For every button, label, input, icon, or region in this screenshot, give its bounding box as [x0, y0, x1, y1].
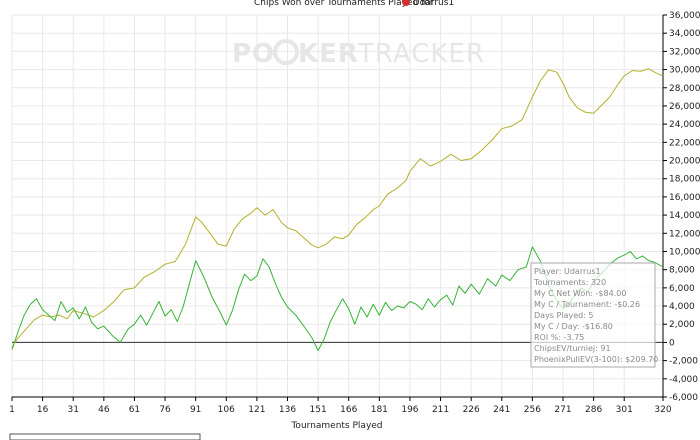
chart-title-group: Chips Won over Tournaments Played for Ud…	[254, 0, 454, 8]
tooltip-lines: Player: Udarrus1 Tournaments: 320 My C Net…	[533, 267, 658, 364]
y-tick-label: -6,000	[669, 393, 698, 403]
y-tick-label: 12,000	[669, 229, 700, 239]
watermark-part2: KER	[298, 39, 359, 69]
x-tick-label: 136	[279, 405, 296, 415]
x-tick-label: 241	[493, 405, 510, 415]
tooltip-line: My C Net Won: -$84.00	[534, 289, 626, 298]
y-tick-label: 18,000	[669, 175, 700, 185]
y-tick-label: 4,000	[669, 302, 695, 312]
y-tick-label: 2,000	[669, 320, 695, 330]
x-tick-labels: 1 16 31 46 61 76 91 106 121 136 151 166 181 196 211 226…	[9, 405, 672, 415]
x-tick-label: 76	[159, 405, 171, 415]
x-tick-label: 211	[432, 405, 449, 415]
y-tick-label: 14,000	[669, 211, 700, 221]
tooltip-line: Player: Udarrus1	[534, 267, 601, 276]
x-tick-label: 196	[401, 405, 418, 415]
y-tick-labels: -6,000 -4,000 -2,000 0 2,000 4,000 6,000 8,000 1…	[669, 11, 700, 403]
watermark: PO KER TRACKER	[232, 39, 485, 69]
tooltip-line: ROI %: -3.75	[534, 333, 584, 342]
x-tick-label: 271	[554, 405, 571, 415]
x-axis-label: Tournaments Played	[290, 421, 382, 431]
x-tick-label: 166	[340, 405, 357, 415]
x-tick-label: 46	[98, 405, 110, 415]
y-tick-label: 16,000	[669, 193, 700, 203]
x-tick-label: 106	[218, 405, 235, 415]
y-tick-label: 34,000	[669, 29, 700, 39]
y-tick-label: 32,000	[669, 47, 700, 57]
y-tick-label: 26,000	[669, 102, 700, 112]
x-tick-label: 91	[190, 405, 201, 415]
y-tick-label: 6,000	[669, 284, 695, 294]
x-tick-label: 286	[585, 405, 602, 415]
watermark-chip-icon	[273, 39, 299, 65]
x-tick-label: 226	[463, 405, 480, 415]
tooltip-line: My C / Day: -$16.80	[534, 322, 613, 331]
y-tick-label: 10,000	[669, 247, 700, 257]
x-tick-label: 151	[310, 405, 327, 415]
x-tick-label: 1	[9, 405, 15, 415]
chart-title-player: Udarrus1	[413, 0, 454, 8]
bottom-panel-edge	[9, 433, 201, 440]
y-tick-label: 20,000	[669, 157, 700, 167]
x-tick-label: 181	[371, 405, 388, 415]
tooltip-line: Tournaments: 320	[533, 278, 606, 287]
x-tick-label: 61	[129, 405, 140, 415]
x-tick-label: 256	[524, 405, 541, 415]
series-line-gold	[11, 68, 664, 348]
player-icon	[402, 0, 410, 6]
tooltip-line: ChipsEV/turniej: 91	[534, 344, 611, 353]
y-tick-label: 8,000	[669, 266, 695, 276]
y-tick-label: -2,000	[669, 357, 698, 367]
tooltip-line: PhoenixPullEV(3-100): $209.70	[534, 355, 658, 364]
chart-title: Chips Won over Tournaments Played for	[254, 0, 434, 8]
y-tick-label: 36,000	[669, 11, 700, 21]
y-tick-label: 24,000	[669, 120, 700, 130]
y-tick-label: 0	[669, 338, 675, 348]
x-tick-label: 121	[248, 405, 265, 415]
y-tick-label: 28,000	[669, 84, 700, 94]
tooltip-box	[530, 262, 656, 368]
x-tick-label: 320	[654, 405, 671, 415]
stats-tooltip: Player: Udarrus1 Tournaments: 320 My C Net…	[530, 262, 658, 368]
y-tick-label: 22,000	[669, 138, 700, 148]
y-tick-label: -4,000	[669, 375, 698, 385]
x-tick-label: 31	[67, 405, 78, 415]
watermark-part1: PO	[232, 39, 275, 69]
watermark-part3: TRACKER	[357, 39, 485, 69]
y-tick-label: 30,000	[669, 66, 700, 76]
x-tick-label: 16	[37, 405, 49, 415]
tooltip-line: My C / Tournament: -$0.26	[534, 300, 640, 309]
tooltip-line: Days Played: 5	[534, 311, 594, 320]
gridlines	[11, 14, 664, 398]
x-tick-label: 301	[616, 405, 633, 415]
